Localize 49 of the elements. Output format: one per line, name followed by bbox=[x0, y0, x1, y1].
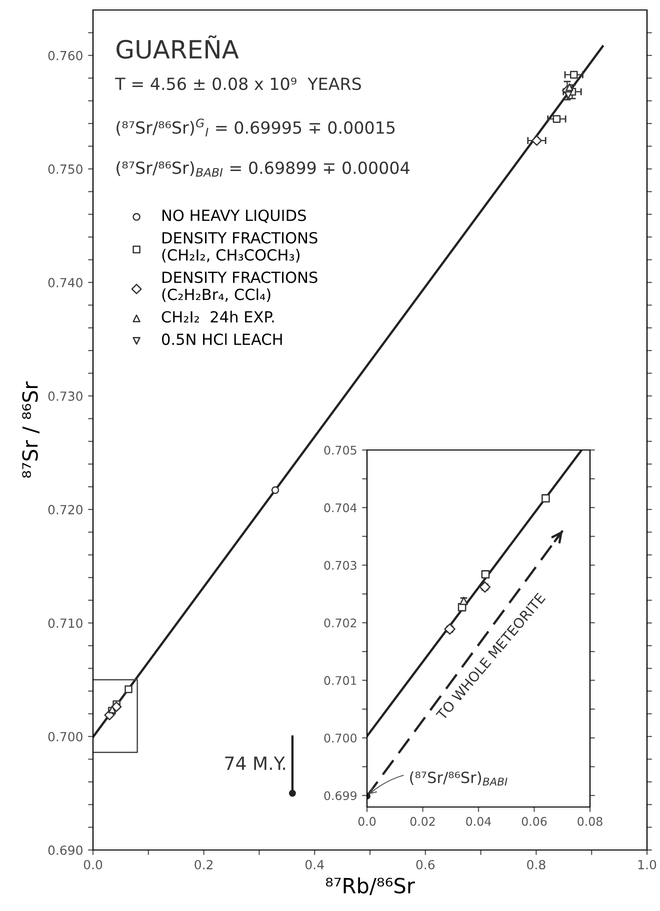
point bbox=[570, 70, 578, 79]
point bbox=[111, 702, 122, 712]
x-axis-title: ⁸⁷Rb/⁸⁶Sr bbox=[326, 877, 415, 896]
y-tick-label: 0.750 bbox=[48, 164, 82, 174]
point bbox=[552, 115, 561, 123]
y-tick-label: 0.720 bbox=[48, 504, 82, 514]
legend-label: NO HEAVY LIQUIDS bbox=[162, 210, 306, 223]
y-tick-label: 0.702 bbox=[324, 618, 356, 628]
legend-label: 0.5N HCl LEACH bbox=[162, 333, 282, 346]
x-tick-label: 0.06 bbox=[522, 816, 547, 826]
x-tick-label: 0.8 bbox=[527, 860, 546, 870]
y-tick-label: 0.700 bbox=[48, 732, 82, 742]
x-tick-label: 0.02 bbox=[410, 816, 435, 826]
x-tick-label: 0.6 bbox=[416, 860, 435, 870]
legend-label: CH₂I₂ 24h EXP. bbox=[162, 310, 274, 323]
x-tick-label: 1.0 bbox=[638, 860, 656, 870]
x-tick-label: 0.0 bbox=[358, 816, 376, 826]
y-tick-label: 0.760 bbox=[48, 50, 82, 60]
point bbox=[532, 135, 542, 146]
annotation: 74 M.Y. bbox=[225, 756, 285, 770]
y-tick-label: 0.704 bbox=[324, 503, 357, 512]
x-tick-label: 0.04 bbox=[466, 816, 491, 826]
y-tick-label: 0.710 bbox=[48, 618, 82, 628]
y-tick-label: 0.701 bbox=[324, 676, 356, 685]
annotation: (⁸⁷Sr/⁸⁶Sr)$_{BABI}$ bbox=[410, 771, 508, 786]
point bbox=[271, 486, 280, 494]
point bbox=[124, 685, 132, 694]
y-tick-label: 0.730 bbox=[48, 391, 82, 401]
y-tick-label: 0.740 bbox=[48, 278, 82, 288]
annotation: GUAREÑA bbox=[116, 35, 239, 59]
y-tick-label: 0.703 bbox=[324, 560, 356, 570]
annotation: (⁸⁷Sr/⁸⁶Sr)$^{G}$$_{I}$ = 0.69995 ∓ 0.00015 bbox=[116, 118, 395, 136]
point bbox=[460, 596, 468, 606]
x-tick-label: 0.08 bbox=[578, 816, 602, 826]
annotation: T = 4.56 ± 0.08 x 10⁹ YEARS bbox=[115, 77, 361, 90]
y-tick-label: 0.700 bbox=[324, 734, 356, 743]
legend-label: DENSITY FRACTIONS (CH₂I₂, CH₃COCH₃) bbox=[162, 232, 318, 262]
point bbox=[288, 790, 296, 797]
legend-label: DENSITY FRACTIONS (C₂H₂Br₄, CCl₄) bbox=[162, 272, 318, 302]
x-tick-label: 0.2 bbox=[194, 860, 212, 870]
annotation: (⁸⁷Sr/⁸⁶Sr)$_{BABI}$ = 0.69899 ∓ 0.00004 bbox=[116, 161, 410, 177]
y-tick-label: 0.705 bbox=[324, 446, 356, 455]
x-tick-label: 0.0 bbox=[84, 860, 102, 870]
point bbox=[444, 623, 456, 635]
y-tick-label: 0.699 bbox=[324, 791, 356, 800]
y-tick-label: 0.690 bbox=[48, 845, 82, 855]
x-tick-label: 0.4 bbox=[305, 860, 324, 870]
y-axis-title: ⁸⁷Sr / ⁸⁶Sr bbox=[22, 381, 40, 478]
point bbox=[566, 83, 574, 92]
